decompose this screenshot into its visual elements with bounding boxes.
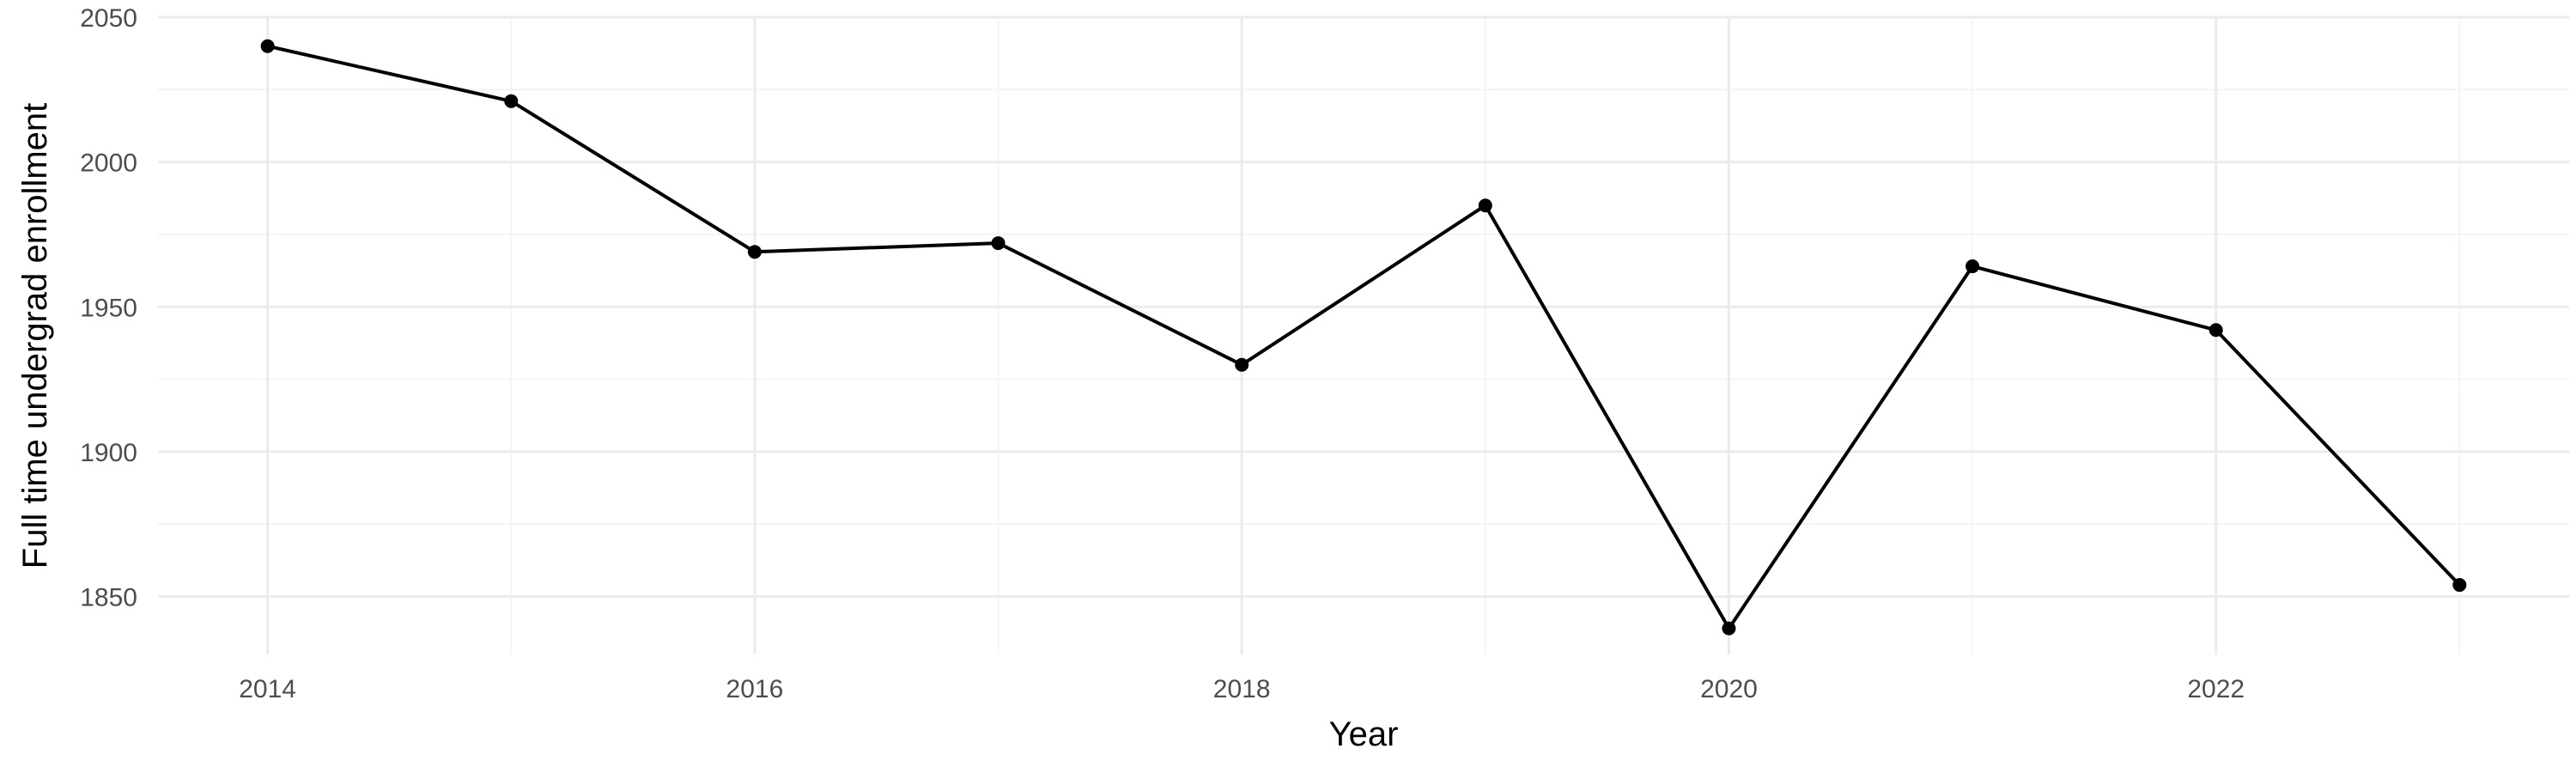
x-axis-title: Year <box>1329 715 1399 753</box>
data-point <box>2208 323 2223 338</box>
data-point <box>991 236 1005 251</box>
y-tick-label: 2050 <box>80 4 137 33</box>
major-y-gridlines <box>158 15 2569 599</box>
major-x-gridlines <box>266 17 2218 654</box>
enrollment-series-line <box>267 44 2461 630</box>
x-tick-label: 2016 <box>726 675 784 703</box>
x-tick-label: 2014 <box>239 675 296 703</box>
y-axis-title: Full time undergrad enrollment <box>16 103 54 569</box>
x-tick-label: 2022 <box>2187 675 2245 703</box>
y-tick-label: 1900 <box>80 439 137 467</box>
y-tick-label: 1950 <box>80 294 137 322</box>
minor-x-gridlines <box>510 17 2461 654</box>
y-axis-tick-labels: 1850 1900 1950 2000 2050 <box>80 4 137 612</box>
minor-y-gridlines <box>158 88 2569 526</box>
data-point <box>2452 578 2467 593</box>
y-tick-label: 2000 <box>80 149 137 178</box>
data-point <box>1722 621 1736 636</box>
data-point <box>1965 259 1980 274</box>
data-point <box>504 94 519 108</box>
y-tick-label: 1850 <box>80 584 137 612</box>
x-axis-tick-labels: 2014 2016 2018 2020 2022 <box>239 675 2245 703</box>
x-tick-label: 2020 <box>1700 675 1758 703</box>
data-point <box>747 245 762 259</box>
enrollment-data-points <box>260 39 2467 636</box>
data-point <box>260 39 275 53</box>
data-point <box>1235 357 1249 372</box>
data-point <box>1478 198 1492 213</box>
x-tick-label: 2018 <box>1213 675 1271 703</box>
